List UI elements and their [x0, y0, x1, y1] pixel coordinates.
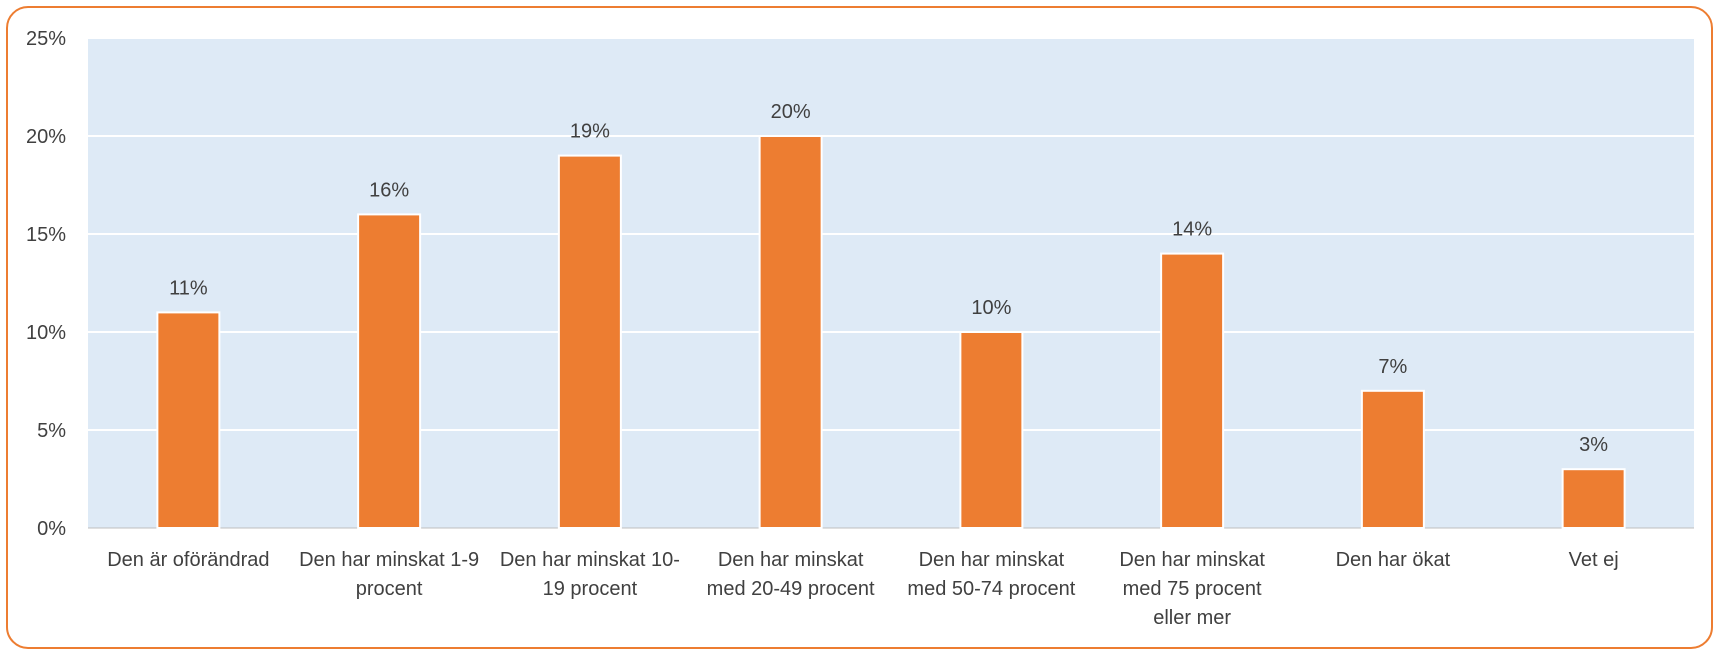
x-tick-label: Den har minskat	[919, 549, 1065, 571]
x-tick-label: Den är oförändrad	[107, 549, 269, 571]
bar	[357, 213, 422, 529]
y-tick-label: 20%	[26, 126, 66, 148]
data-label: 3%	[1579, 434, 1608, 456]
bar	[1160, 252, 1225, 529]
data-label: 10%	[971, 297, 1011, 319]
y-tick-label: 5%	[37, 420, 66, 442]
bar	[156, 311, 221, 529]
bar	[959, 331, 1024, 529]
x-tick-label: 19 procent	[543, 578, 638, 600]
y-tick-label: 15%	[26, 224, 66, 246]
x-tick-label: Den har minskat 1-9	[299, 549, 479, 571]
x-tick-label: med 50-74 procent	[907, 578, 1075, 600]
data-label: 19%	[570, 121, 610, 143]
x-tick-label: eller mer	[1153, 607, 1231, 629]
data-label: 7%	[1378, 356, 1407, 378]
data-label: 11%	[169, 277, 208, 299]
x-tick-label: Den har minskat 10-	[500, 549, 680, 571]
y-tick-label: 25%	[26, 28, 66, 50]
x-tick-label: med 75 procent	[1123, 578, 1262, 600]
x-tick-label: Den har minskat	[1119, 549, 1265, 571]
bar	[557, 154, 622, 529]
data-label: 14%	[1172, 219, 1212, 241]
plot-area	[88, 38, 1694, 528]
bar	[758, 135, 823, 529]
data-label: 16%	[369, 179, 409, 201]
x-tick-label: Den har minskat	[718, 549, 864, 571]
y-tick-label: 0%	[37, 518, 66, 540]
data-label: 20%	[771, 101, 811, 123]
x-tick-label: Vet ej	[1569, 549, 1619, 571]
x-tick-label: med 20-49 procent	[707, 578, 875, 600]
y-tick-label: 10%	[26, 322, 66, 344]
bar	[1561, 468, 1626, 530]
x-tick-label: procent	[356, 578, 423, 600]
bar	[1360, 389, 1425, 529]
x-tick-label: Den har ökat	[1336, 549, 1451, 571]
